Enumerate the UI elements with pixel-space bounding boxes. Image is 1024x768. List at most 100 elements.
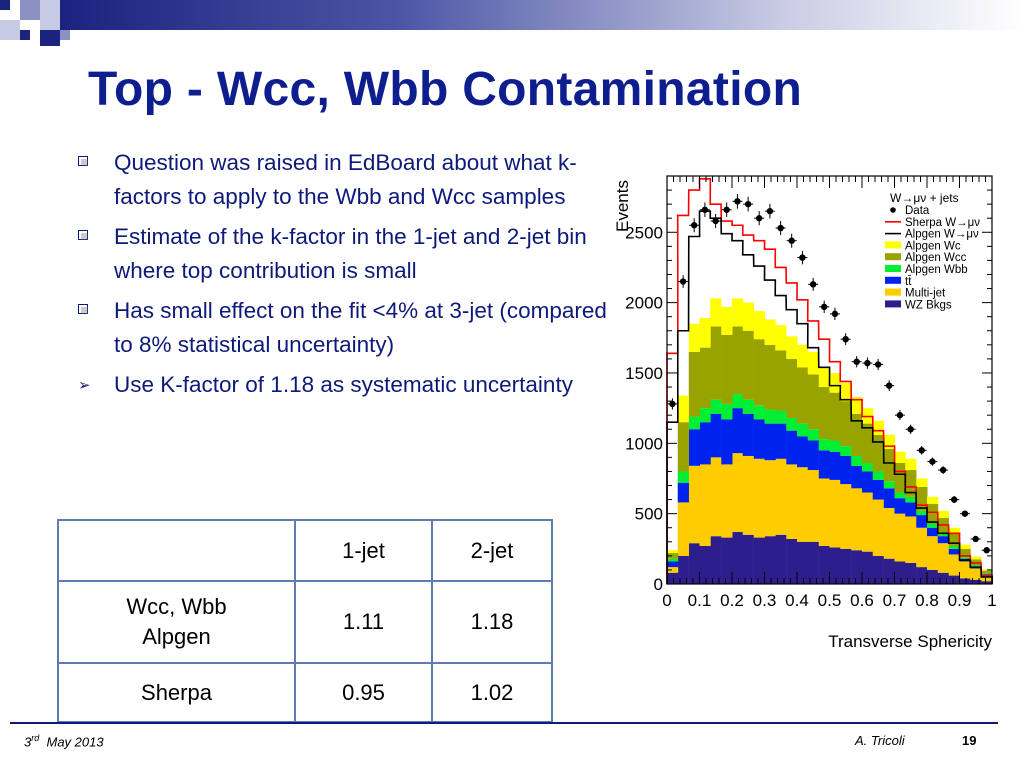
bullet-text: Use K-factor of 1.18 as systematic uncer… bbox=[114, 372, 573, 397]
histogram-bar bbox=[948, 554, 960, 576]
data-point bbox=[972, 535, 979, 543]
legend-swatch bbox=[885, 276, 901, 284]
data-point bbox=[842, 336, 849, 343]
footer-date: 3rd May 2013 bbox=[24, 733, 104, 749]
data-point bbox=[734, 198, 741, 205]
histogram-bar bbox=[916, 567, 928, 584]
data-point bbox=[690, 222, 698, 229]
histogram-bar bbox=[905, 562, 917, 584]
histogram-bar bbox=[710, 326, 722, 400]
histogram-bar bbox=[775, 458, 787, 535]
histogram-bar bbox=[872, 471, 884, 480]
histogram-bar bbox=[981, 570, 993, 574]
histogram-bar bbox=[916, 486, 928, 511]
histogram-bar bbox=[981, 569, 993, 571]
data-point bbox=[864, 359, 871, 367]
histogram-bar bbox=[699, 318, 711, 348]
x-tick-label: 0.5 bbox=[818, 591, 842, 610]
series-ttbar bbox=[667, 408, 993, 576]
data-point bbox=[701, 206, 709, 213]
histogram-bar bbox=[786, 336, 798, 359]
histogram-bar bbox=[927, 523, 939, 528]
histogram-bar bbox=[818, 450, 830, 479]
histogram-bar bbox=[894, 492, 906, 499]
histogram-bar bbox=[916, 515, 928, 528]
bullet-item: Estimate of the k-factor in the 1-jet an… bbox=[76, 220, 616, 288]
histogram-bar bbox=[742, 302, 754, 331]
histogram-bar bbox=[807, 541, 819, 584]
histogram-bar bbox=[927, 569, 939, 584]
data-points bbox=[667, 194, 992, 554]
histogram-bar bbox=[775, 325, 787, 351]
histogram-bar bbox=[688, 429, 700, 466]
legend-label: tt̄ bbox=[905, 275, 912, 287]
histogram-bar bbox=[851, 413, 863, 456]
histogram-bar bbox=[927, 496, 939, 504]
histogram-bar bbox=[851, 488, 863, 551]
legend-swatch bbox=[885, 241, 901, 249]
histogram-bar bbox=[797, 344, 809, 368]
histogram-bar bbox=[742, 455, 754, 535]
histogram-bar bbox=[721, 464, 733, 538]
histogram-bar bbox=[872, 434, 884, 472]
histogram-bar bbox=[937, 536, 949, 544]
histogram-bar bbox=[948, 533, 960, 547]
histogram-bar bbox=[862, 471, 874, 493]
histogram-bar bbox=[764, 423, 776, 461]
footer-date-day: 3 bbox=[24, 734, 32, 750]
legend-label: Sherpa W→μν bbox=[905, 217, 980, 229]
histogram-bar bbox=[699, 408, 711, 423]
table-cell: Wcc, Wbb Alpgen bbox=[57, 580, 296, 664]
data-point bbox=[983, 547, 990, 554]
table-header-cell bbox=[57, 519, 296, 582]
data-point bbox=[809, 281, 817, 288]
legend-swatch bbox=[885, 265, 901, 272]
histogram-bar bbox=[883, 488, 895, 509]
histogram-bar bbox=[851, 396, 863, 414]
histogram-bar bbox=[797, 423, 809, 437]
histogram-bar bbox=[840, 382, 852, 402]
histogram-bar bbox=[797, 467, 809, 542]
histogram-bar bbox=[721, 306, 733, 335]
y-tick-label: 0 bbox=[654, 575, 663, 594]
histogram-bar bbox=[948, 527, 960, 534]
series-multijet bbox=[667, 453, 993, 582]
histogram-bar bbox=[981, 575, 993, 582]
histogram-bar bbox=[699, 464, 711, 547]
histogram-bar bbox=[775, 534, 787, 584]
histogram-bar bbox=[937, 572, 949, 584]
data-point bbox=[907, 426, 914, 433]
data-point bbox=[820, 303, 828, 311]
footer-date-suffix: rd bbox=[31, 733, 40, 743]
data-point bbox=[831, 310, 839, 318]
legend-label: Multi-jet bbox=[905, 288, 946, 300]
x-tick-label: 0.8 bbox=[915, 591, 939, 610]
x-tick-label: 0.1 bbox=[688, 591, 712, 610]
x-tick-label: 0.4 bbox=[785, 591, 809, 610]
histogram-bar bbox=[786, 358, 798, 418]
table-row: Wcc, Wbb Alpgen 1.11 1.18 bbox=[57, 580, 553, 664]
histogram-bar bbox=[905, 516, 917, 563]
histogram-bar bbox=[775, 410, 787, 424]
histogram-bar bbox=[786, 430, 798, 465]
legend-marker bbox=[890, 207, 896, 213]
x-tick-label: 1 bbox=[987, 591, 996, 610]
histogram-bar bbox=[786, 464, 798, 539]
histogram-bar bbox=[959, 544, 971, 549]
histogram-bar bbox=[829, 451, 841, 480]
table-header-cell: 1-jet bbox=[294, 519, 433, 582]
square-bullet-icon bbox=[78, 230, 88, 240]
histogram-bar bbox=[688, 351, 700, 417]
legend-label: Alpgen Wbb bbox=[905, 264, 968, 276]
histogram-bar bbox=[764, 319, 776, 345]
histogram-bar bbox=[981, 581, 993, 584]
histogram-bar bbox=[807, 374, 819, 430]
table-header-row: 1-jet 2-jet bbox=[57, 519, 553, 582]
x-tick-label: 0.3 bbox=[753, 591, 777, 610]
x-tick-label: 0.7 bbox=[883, 591, 907, 610]
table-cell: 1.18 bbox=[431, 580, 553, 664]
table-cell: 1.02 bbox=[431, 662, 553, 723]
histogram-bar bbox=[753, 311, 765, 340]
histogram-bar bbox=[721, 334, 733, 404]
